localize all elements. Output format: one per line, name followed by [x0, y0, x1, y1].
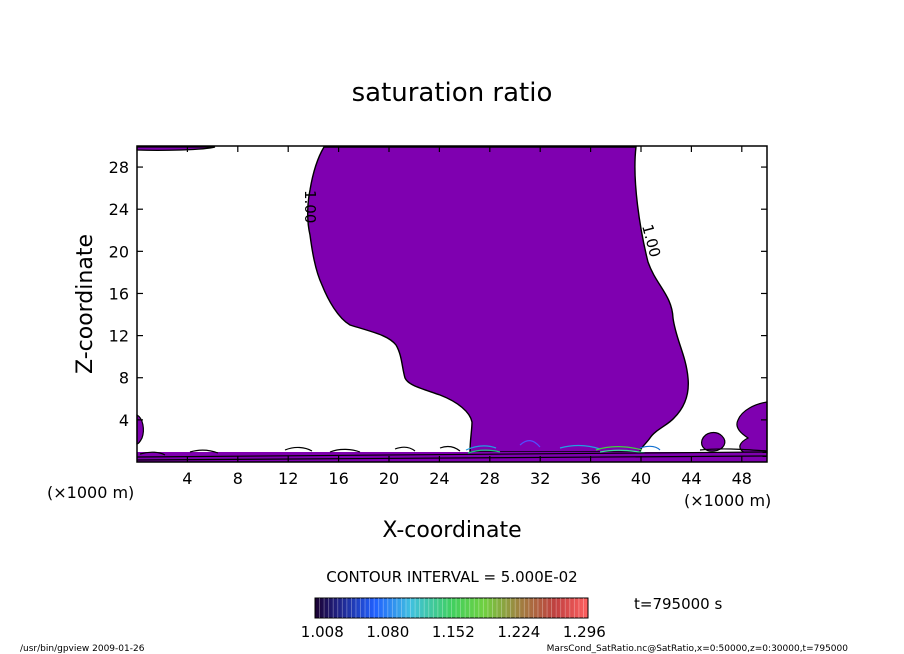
y-tick-label: 20 [109, 242, 129, 261]
x-tick-label: 8 [233, 469, 243, 488]
x-tick-label: 24 [429, 469, 449, 488]
y-tick-label: 4 [119, 411, 129, 430]
plot-area: 1.00 1.00 [136, 146, 768, 462]
saturated-region-right-small [701, 431, 726, 452]
x-tick-label: 12 [278, 469, 298, 488]
chart-title: saturation ratio [352, 78, 553, 108]
x-tick-label: 32 [530, 469, 550, 488]
colorbar-stripes [319, 598, 584, 618]
y-tick-label: 12 [109, 327, 129, 346]
footer-left: /usr/bin/gpview 2009-01-26 [20, 644, 145, 654]
x-unit-left: (×1000 m) [47, 483, 134, 502]
colorbar [314, 597, 589, 619]
time-label: t=795000 s [634, 595, 722, 613]
contour-interval: CONTOUR INTERVAL = 5.000E-02 [326, 568, 577, 586]
colorbar-tick-label: 1.008 [301, 623, 344, 641]
x-tick-label: 36 [580, 469, 600, 488]
saturated-region-main [307, 146, 690, 453]
contour-label-left: 1.00 [301, 190, 319, 223]
x-tick-label: 40 [631, 469, 651, 488]
x-unit-right: (×1000 m) [684, 491, 771, 510]
y-axis-ticks: 4 8 12 16 20 24 28 [109, 158, 767, 430]
x-axis-ticks: 4 8 12 16 20 24 28 32 36 40 44 48 [182, 146, 752, 488]
saturated-region-top-left [136, 146, 216, 151]
x-tick-label: 48 [732, 469, 752, 488]
colorbar-tick-label: 1.152 [432, 623, 475, 641]
colorbar-ticks: 1.008 1.080 1.152 1.224 1.296 [301, 623, 606, 641]
colorbar-tick-label: 1.080 [366, 623, 409, 641]
x-tick-label: 16 [328, 469, 348, 488]
x-tick-label: 44 [681, 469, 701, 488]
x-tick-label: 4 [182, 469, 192, 488]
saturated-region-right-blob [736, 401, 768, 454]
y-axis-title: Z-coordinate [73, 234, 98, 374]
plot-frame [136, 145, 768, 463]
x-tick-label: 28 [480, 469, 500, 488]
y-tick-label: 24 [109, 200, 129, 219]
footer-right: MarsCond_SatRatio.nc@SatRatio,x=0:50000,… [547, 644, 849, 654]
x-axis-title: X-coordinate [382, 518, 521, 543]
y-tick-label: 8 [119, 369, 129, 388]
colorbar-tick-label: 1.224 [497, 623, 540, 641]
x-tick-label: 20 [379, 469, 399, 488]
y-tick-label: 28 [109, 158, 129, 177]
y-tick-label: 16 [109, 284, 129, 303]
colorbar-tick-label: 1.296 [563, 623, 606, 641]
